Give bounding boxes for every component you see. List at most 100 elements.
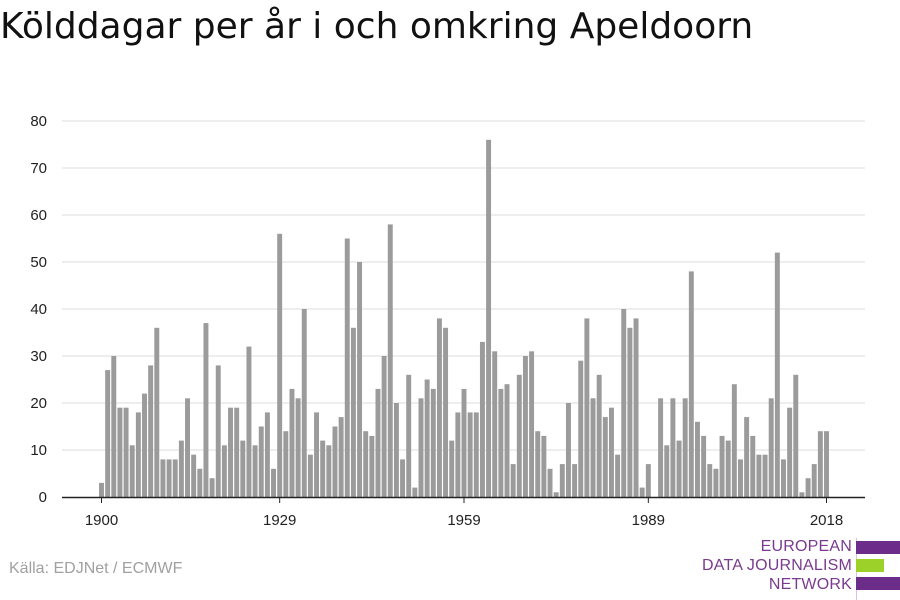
bar-1934[interactable] xyxy=(307,454,313,497)
bar-1920[interactable] xyxy=(221,445,227,497)
bar-1915[interactable] xyxy=(191,454,197,497)
bar-1926[interactable] xyxy=(258,426,264,498)
bar-1996[interactable] xyxy=(688,271,694,497)
bar-1921[interactable] xyxy=(228,407,233,497)
bar-1971[interactable] xyxy=(535,431,541,497)
bar-1983[interactable] xyxy=(608,407,614,497)
bar-1901[interactable] xyxy=(105,370,111,497)
bar-1959[interactable] xyxy=(461,388,467,497)
bar-1925[interactable] xyxy=(252,445,258,497)
bar-1968[interactable] xyxy=(516,374,522,497)
bar-1976[interactable] xyxy=(565,403,571,497)
bar-1998[interactable] xyxy=(701,435,707,497)
bar-1972[interactable] xyxy=(541,435,547,497)
bar-1919[interactable] xyxy=(215,365,221,497)
bar-1995[interactable] xyxy=(682,398,688,497)
bar-2015[interactable] xyxy=(805,478,811,497)
bar-1948[interactable] xyxy=(393,403,399,497)
bar-1966[interactable] xyxy=(504,384,510,497)
bar-1910[interactable] xyxy=(160,459,166,497)
bar-1909[interactable] xyxy=(154,327,160,497)
bar-1969[interactable] xyxy=(522,356,528,497)
bar-2014[interactable] xyxy=(799,492,805,497)
bar-1964[interactable] xyxy=(492,351,498,497)
bar-1953[interactable] xyxy=(424,379,430,498)
bar-1984[interactable] xyxy=(615,454,621,497)
bar-1949[interactable] xyxy=(400,459,406,497)
bar-1941[interactable] xyxy=(350,327,356,497)
bar-1904[interactable] xyxy=(123,407,129,497)
bar-1985[interactable] xyxy=(621,309,627,497)
bar-1999[interactable] xyxy=(707,464,713,497)
bar-1929[interactable] xyxy=(277,233,283,498)
bar-2018[interactable] xyxy=(824,431,829,497)
bar-2004[interactable] xyxy=(738,459,743,497)
bar-1974[interactable] xyxy=(553,492,559,497)
bar-1923[interactable] xyxy=(240,440,246,497)
bar-1936[interactable] xyxy=(320,440,326,497)
bar-1944[interactable] xyxy=(369,435,375,497)
bar-1942[interactable] xyxy=(357,262,363,497)
bar-1913[interactable] xyxy=(178,440,184,497)
bar-2008[interactable] xyxy=(762,454,768,497)
bar-1922[interactable] xyxy=(234,407,240,497)
bar-1993[interactable] xyxy=(670,398,676,497)
bar-1978[interactable] xyxy=(578,360,584,497)
bar-2001[interactable] xyxy=(719,435,725,497)
bar-1956[interactable] xyxy=(443,327,449,497)
bar-1973[interactable] xyxy=(547,468,553,497)
bar-1937[interactable] xyxy=(326,445,332,497)
bar-1970[interactable] xyxy=(529,351,535,497)
bar-1963[interactable] xyxy=(486,139,492,498)
bar-2013[interactable] xyxy=(793,374,799,497)
bar-1977[interactable] xyxy=(572,464,578,497)
bar-2016[interactable] xyxy=(811,464,817,497)
bar-1957[interactable] xyxy=(449,440,455,497)
bar-1962[interactable] xyxy=(479,341,485,497)
bar-1997[interactable] xyxy=(695,421,700,497)
bar-1924[interactable] xyxy=(246,346,252,497)
bar-1943[interactable] xyxy=(363,431,369,497)
bar-1951[interactable] xyxy=(412,487,418,497)
bar-1931[interactable] xyxy=(289,388,295,497)
bar-1946[interactable] xyxy=(381,356,387,497)
bar-1916[interactable] xyxy=(197,468,203,497)
bar-1988[interactable] xyxy=(639,487,645,497)
bar-2000[interactable] xyxy=(713,468,719,497)
bar-1939[interactable] xyxy=(338,417,344,497)
bar-1935[interactable] xyxy=(314,412,320,497)
bar-1989[interactable] xyxy=(645,464,651,497)
bar-2017[interactable] xyxy=(817,431,823,497)
bar-1932[interactable] xyxy=(295,398,301,497)
bar-2006[interactable] xyxy=(750,435,756,497)
bar-1902[interactable] xyxy=(111,356,117,497)
bar-2005[interactable] xyxy=(744,417,750,497)
bar-1900[interactable] xyxy=(99,482,104,497)
bar-1928[interactable] xyxy=(271,468,277,497)
bar-2010[interactable] xyxy=(774,252,780,497)
bar-1906[interactable] xyxy=(135,412,141,497)
bar-1908[interactable] xyxy=(148,365,154,497)
bar-1907[interactable] xyxy=(142,393,147,497)
bar-1927[interactable] xyxy=(264,412,270,497)
bar-2003[interactable] xyxy=(731,384,737,497)
bar-2009[interactable] xyxy=(768,398,774,497)
edjnet-logo[interactable]: EUROPEAN DATA JOURNALISM NETWORK xyxy=(702,538,900,600)
bar-1965[interactable] xyxy=(498,388,504,497)
bar-1917[interactable] xyxy=(203,323,209,497)
bar-1945[interactable] xyxy=(375,388,381,497)
bar-1947[interactable] xyxy=(387,224,393,497)
bar-1961[interactable] xyxy=(473,412,479,497)
bar-1981[interactable] xyxy=(596,374,602,497)
bar-1954[interactable] xyxy=(430,388,436,497)
bar-1991[interactable] xyxy=(658,398,664,497)
bar-2007[interactable] xyxy=(756,454,762,497)
bar-1912[interactable] xyxy=(172,459,178,497)
bar-2012[interactable] xyxy=(787,407,793,497)
bar-1950[interactable] xyxy=(406,374,412,497)
bar-1986[interactable] xyxy=(627,327,633,497)
bar-1955[interactable] xyxy=(436,318,442,497)
bar-1960[interactable] xyxy=(467,412,473,497)
bar-1905[interactable] xyxy=(129,445,135,497)
bar-1903[interactable] xyxy=(117,407,123,497)
